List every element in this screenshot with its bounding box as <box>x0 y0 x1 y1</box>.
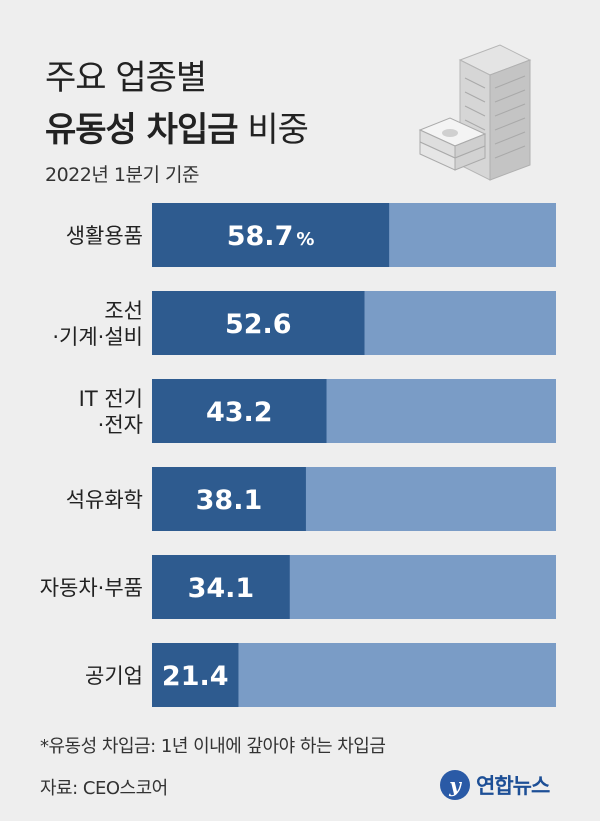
source-note: 자료: CEO스코어 <box>40 778 168 799</box>
bar-value <box>152 643 239 707</box>
category-label: ·전자 <box>98 413 143 437</box>
category-label: IT 전기 <box>79 387 143 411</box>
bar-value-label: 52.6 <box>225 309 292 340</box>
yonhap-logo: y 연합뉴스 <box>440 770 550 800</box>
footnote: *유동성 차입금: 1년 이내에 갚아야 하는 차입금 <box>40 736 386 757</box>
bar-value <box>152 291 365 355</box>
bar-value <box>152 467 306 531</box>
chart-title-line1: 주요 업종별 <box>45 58 207 98</box>
yonhap-logo-text: 연합뉴스 <box>476 774 550 798</box>
category-label: 공기업 <box>85 664 143 688</box>
chart-title-light: 비중 <box>247 110 309 150</box>
yonhap-logo-mark: y <box>440 770 470 800</box>
value-unit: % <box>296 229 314 250</box>
category-label: 석유화학 <box>66 488 143 512</box>
bar-value-label: 38.1 <box>196 485 263 516</box>
building-cash-illustration <box>418 44 532 181</box>
bar-value <box>152 379 327 443</box>
bar-value <box>152 555 290 619</box>
chart-title-bold: 유동성 차입금 <box>45 110 239 150</box>
bar-value <box>152 203 390 267</box>
bar-value-label: 21.4 <box>162 661 229 692</box>
category-label: 자동차·부품 <box>40 576 143 600</box>
chart-title-line2: 유동성 차입금 비중 <box>45 102 309 151</box>
chart-subtitle: 2022년 1분기 기준 <box>45 164 199 186</box>
category-label: 생활용품 <box>66 224 143 248</box>
bar-value-label: 34.1 <box>188 573 255 604</box>
category-label: 조선 <box>104 299 143 323</box>
bar-value-label: 43.2 <box>206 397 273 428</box>
category-label: ·기계·설비 <box>52 325 143 349</box>
